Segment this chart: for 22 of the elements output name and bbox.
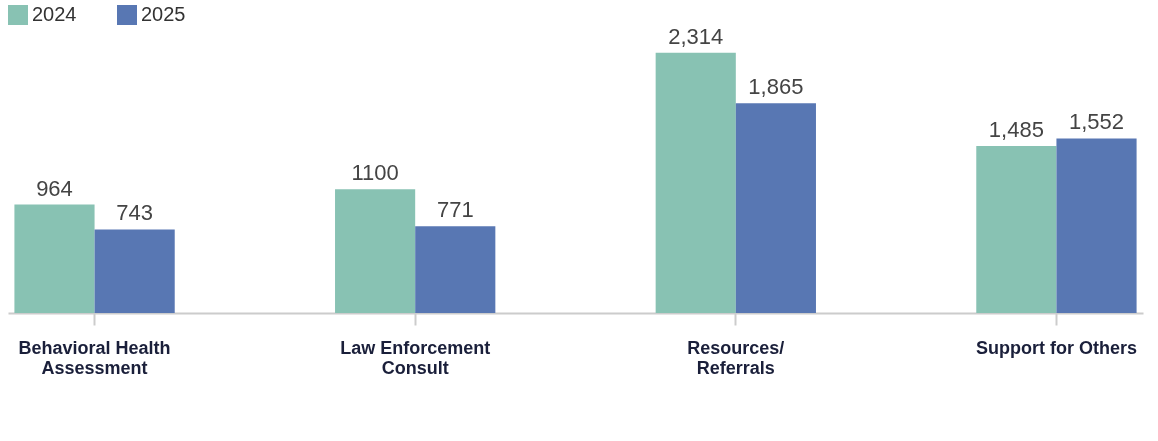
legend-label: 2024 — [32, 3, 77, 25]
data-label: 2,314 — [668, 23, 724, 49]
bar — [976, 145, 1057, 313]
data-label: 1100 — [351, 160, 399, 186]
data-label: 1,485 — [988, 116, 1044, 142]
bar — [94, 229, 175, 313]
x-tick-label: Law Enforcement Consult — [340, 337, 491, 378]
data-label: 964 — [36, 175, 73, 201]
bar — [1056, 138, 1137, 313]
data-label: 1,865 — [748, 74, 804, 100]
bar — [14, 204, 95, 313]
bar — [335, 189, 416, 313]
data-label: 743 — [116, 200, 153, 226]
data-label: 771 — [436, 197, 474, 223]
data-label: 1,552 — [1068, 109, 1125, 135]
bar — [415, 226, 496, 313]
bar — [655, 52, 736, 313]
bar — [735, 103, 816, 313]
x-tick-label: Resources/ Referrals — [687, 337, 785, 378]
x-tick-label: Behavioral Health Assessment — [18, 337, 171, 378]
x-tick-label: Support for Others — [975, 337, 1137, 358]
legend-label: 2025 — [141, 3, 186, 25]
